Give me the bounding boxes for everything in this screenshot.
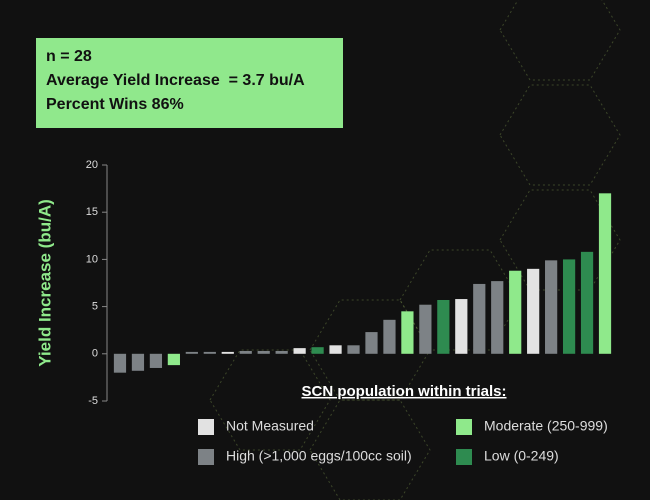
bar xyxy=(545,260,558,354)
bar xyxy=(473,283,486,354)
decoration xyxy=(209,349,331,451)
bar xyxy=(239,350,252,354)
bar xyxy=(167,353,180,366)
decoration xyxy=(499,0,621,81)
bar xyxy=(311,347,324,354)
decoration xyxy=(309,399,431,500)
bar xyxy=(455,299,468,354)
y-tick-label: 15 xyxy=(86,206,98,218)
bar xyxy=(401,311,414,354)
bar xyxy=(113,353,127,373)
info-line: Percent Wins 86% xyxy=(46,96,184,113)
bar xyxy=(437,299,450,354)
legend-swatch xyxy=(456,419,472,435)
bar xyxy=(329,345,342,354)
bar xyxy=(221,351,234,354)
legend-label: Low (0-249) xyxy=(484,448,559,464)
bar xyxy=(293,348,306,354)
info-box xyxy=(36,38,343,128)
y-tick-label: 20 xyxy=(86,159,98,171)
bar xyxy=(419,304,432,354)
bar xyxy=(527,268,540,354)
bar xyxy=(509,270,522,354)
legend-swatch xyxy=(456,449,472,465)
legend-swatch xyxy=(198,449,214,465)
bar xyxy=(580,251,594,354)
bar xyxy=(131,353,145,371)
decoration xyxy=(499,84,621,186)
bar xyxy=(185,351,198,354)
bar xyxy=(365,332,378,354)
legend-label: Moderate (250-999) xyxy=(484,418,608,434)
bar xyxy=(149,353,163,368)
legend-label: Not Measured xyxy=(226,418,314,434)
y-tick-label: -5 xyxy=(88,395,98,407)
bar xyxy=(275,350,288,354)
decoration xyxy=(499,189,621,291)
y-axis-label: Yield Increase (bu/A) xyxy=(35,199,54,367)
legend-swatch xyxy=(198,419,214,435)
info-line: Average Yield Increase = 3.7 bu/A xyxy=(46,72,305,89)
y-tick-label: 5 xyxy=(92,301,98,313)
bar xyxy=(562,259,576,354)
bar xyxy=(383,319,396,354)
legend-label: High (>1,000 eggs/100cc soil) xyxy=(226,448,412,464)
bar xyxy=(203,351,216,354)
bar xyxy=(491,281,504,354)
legend-title: SCN population within trials: xyxy=(302,383,507,400)
bar xyxy=(257,350,270,354)
y-tick-label: 10 xyxy=(86,253,98,265)
bar xyxy=(598,193,612,354)
info-line: n = 28 xyxy=(46,48,92,65)
bar xyxy=(347,345,360,354)
y-tick-label: 0 xyxy=(92,348,98,360)
